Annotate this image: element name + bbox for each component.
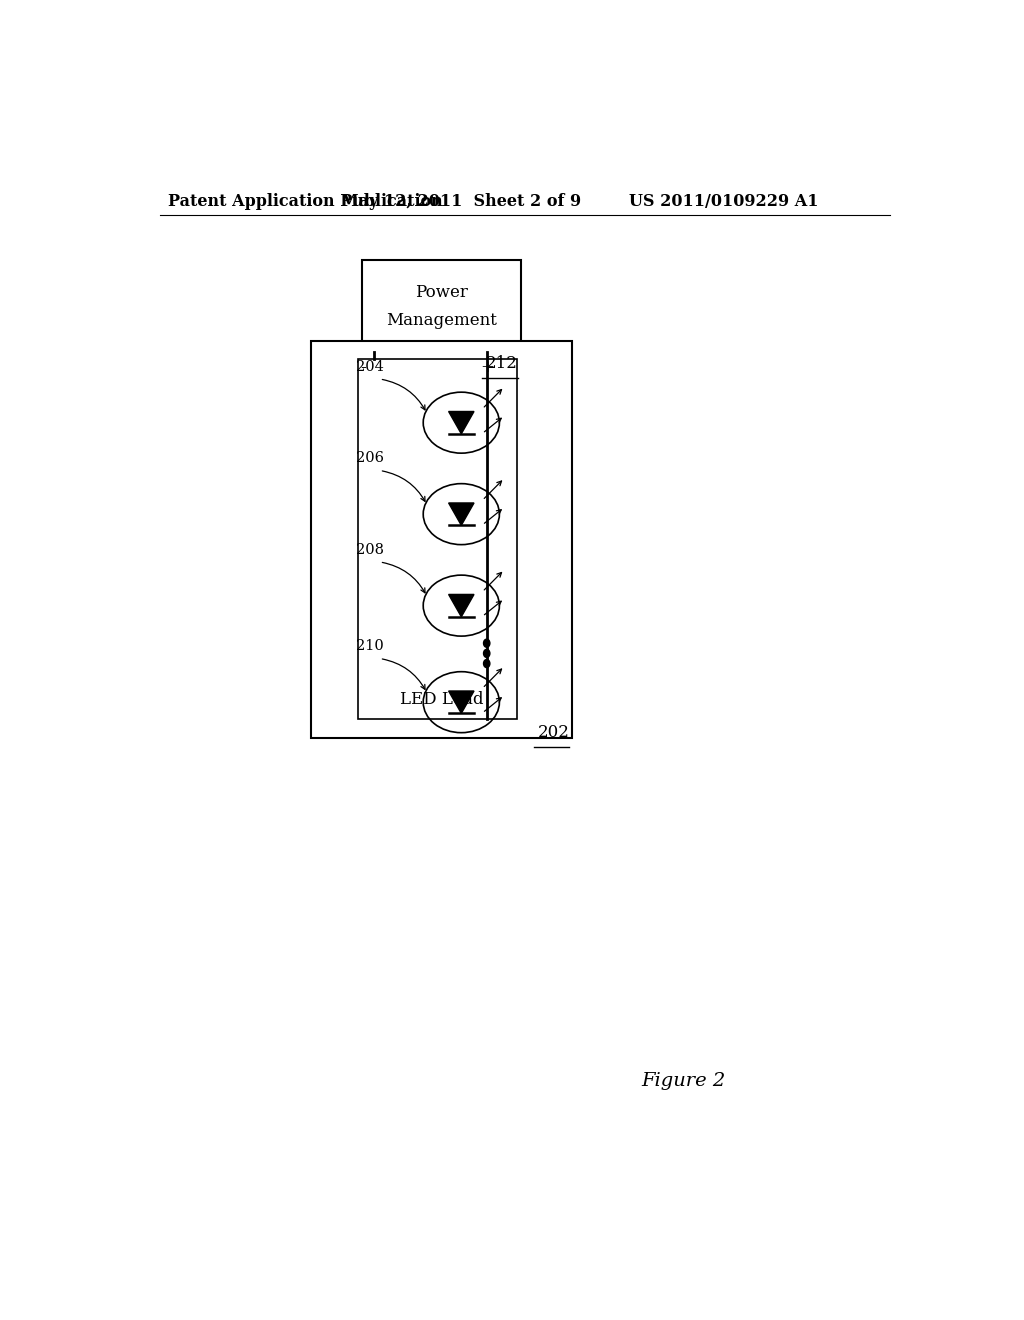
Polygon shape bbox=[449, 503, 474, 525]
Text: 210: 210 bbox=[355, 639, 384, 653]
Polygon shape bbox=[449, 412, 474, 434]
Text: Patent Application Publication: Patent Application Publication bbox=[168, 193, 442, 210]
Text: -: - bbox=[360, 359, 367, 376]
Circle shape bbox=[483, 649, 489, 657]
Polygon shape bbox=[449, 690, 474, 713]
Text: US 2011/0109229 A1: US 2011/0109229 A1 bbox=[629, 193, 818, 210]
Circle shape bbox=[483, 639, 489, 647]
Text: 204: 204 bbox=[355, 360, 384, 374]
Text: Management: Management bbox=[386, 312, 497, 329]
Bar bbox=[358, 359, 517, 719]
Bar bbox=[310, 342, 572, 738]
Text: Figure 2: Figure 2 bbox=[641, 1072, 726, 1090]
Text: 212: 212 bbox=[485, 355, 518, 371]
Text: LED Load: LED Load bbox=[399, 690, 483, 708]
Text: +: + bbox=[480, 359, 494, 376]
Text: 206: 206 bbox=[355, 451, 384, 465]
Text: 202: 202 bbox=[538, 723, 569, 741]
Polygon shape bbox=[449, 594, 474, 616]
Bar bbox=[362, 260, 521, 351]
Text: 208: 208 bbox=[355, 543, 384, 557]
Text: May 12, 2011  Sheet 2 of 9: May 12, 2011 Sheet 2 of 9 bbox=[341, 193, 582, 210]
Circle shape bbox=[483, 660, 489, 668]
Text: Power: Power bbox=[415, 285, 468, 301]
